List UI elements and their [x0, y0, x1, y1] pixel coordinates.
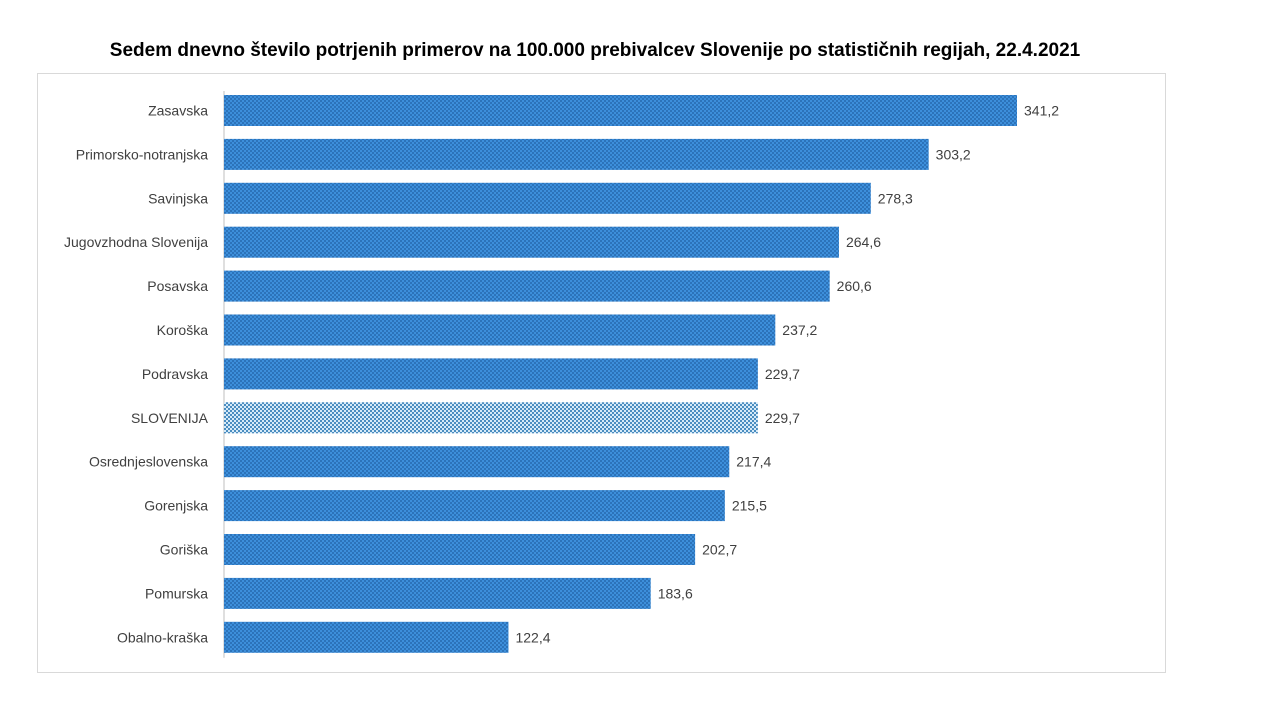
category-label: Savinjska: [148, 190, 208, 206]
category-label: Pomurska: [145, 585, 208, 601]
bar-chart: Zasavska 341,2 Primorsko-notranjska 303,2 Sa…: [64, 91, 1059, 658]
value-label: 229,7: [765, 410, 800, 426]
bar: [224, 577, 651, 609]
value-label: 215,5: [732, 498, 767, 514]
bar: [224, 314, 776, 346]
bars-group: Zasavska 341,2 Primorsko-notranjska 303,2 Sa…: [64, 91, 1059, 658]
value-label: 217,4: [736, 454, 771, 470]
category-label: Koroška: [157, 322, 209, 338]
bar: [224, 358, 758, 390]
chart-frame: Zasavska 341,2 Primorsko-notranjska 303,2 Sa…: [37, 73, 1166, 673]
bar: [224, 270, 830, 302]
bar: [224, 138, 929, 170]
category-label: Obalno-kraška: [117, 629, 208, 645]
value-label: 303,2: [936, 146, 971, 162]
value-label: 122,4: [515, 629, 550, 645]
value-label: 229,7: [765, 366, 800, 382]
value-label: 183,6: [658, 585, 693, 601]
category-label: Osrednjeslovenska: [89, 454, 208, 470]
bar: [224, 182, 871, 214]
value-label: 278,3: [878, 190, 913, 206]
chart-title: Sedem dnevno število potrjenih primerov …: [109, 40, 1081, 61]
value-label: 264,6: [846, 234, 881, 250]
category-label: Posavska: [147, 278, 208, 294]
value-label: 202,7: [702, 542, 737, 558]
bar: [224, 534, 696, 565]
bar-highlight: [224, 402, 758, 434]
category-label: Primorsko-notranjska: [76, 146, 208, 162]
bar: [224, 226, 839, 258]
category-label: SLOVENIJA: [131, 410, 209, 426]
category-label: Goriška: [160, 542, 208, 558]
bar: [224, 95, 1017, 126]
bar: [224, 621, 509, 653]
category-label: Gorenjska: [144, 498, 208, 514]
category-label: Podravska: [142, 366, 208, 382]
value-label: 237,2: [782, 322, 817, 338]
bar: [224, 490, 725, 522]
category-label: Jugovzhodna Slovenija: [64, 234, 208, 250]
category-label: Zasavska: [148, 103, 208, 119]
bar: [224, 446, 730, 478]
value-label: 341,2: [1024, 103, 1059, 119]
value-label: 260,6: [837, 278, 872, 294]
